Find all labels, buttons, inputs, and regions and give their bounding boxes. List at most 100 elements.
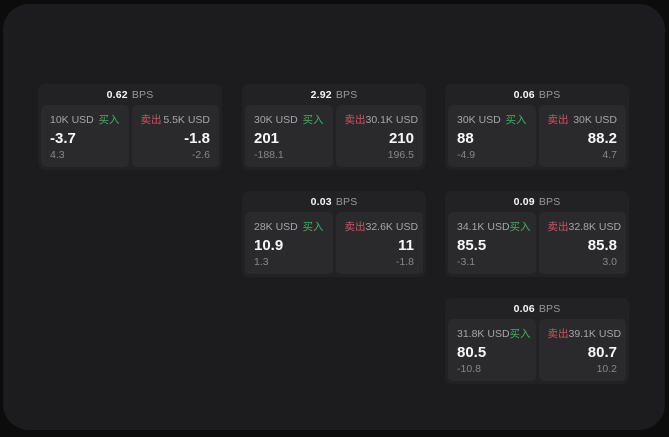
sell-side-label: 卖出 (547, 114, 569, 126)
buy-side-label: 买入 (505, 114, 527, 126)
sell-delta: 4.7 (602, 149, 617, 161)
quote-card: 0.06 BPS 31.8K USD 买入 80.5 -10.8 卖出 39.1… (445, 298, 629, 384)
sell-panel[interactable]: 卖出 30.1K USD 210 196.5 (335, 105, 423, 167)
sell-amount: 30K USD (573, 113, 617, 126)
buy-price: 88 (457, 129, 474, 147)
bps-unit-label: BPS (335, 195, 358, 208)
buy-amount: 10K USD (50, 113, 94, 126)
buy-delta: -4.9 (457, 149, 476, 161)
buy-side-label: 买入 (302, 221, 324, 233)
sell-panel-top-row: 卖出 32.8K USD (547, 219, 622, 234)
buy-delta: -3.1 (457, 256, 476, 268)
sell-price: -1.8 (184, 129, 210, 147)
quote-panels: 10K USD 买入 -3.7 4.3 卖出 5.5K USD -1.8 -2.… (41, 105, 219, 167)
buy-price: 85.5 (457, 236, 487, 254)
buy-amount: 30K USD (457, 113, 501, 126)
bps-unit-label: BPS (538, 88, 561, 101)
sell-delta: -1.8 (395, 256, 414, 268)
trading-quotes-page: 0.62 BPS 10K USD 买入 -3.7 4.3 卖出 5.5K USD… (3, 4, 665, 430)
quote-panels: 30K USD 买入 88 -4.9 卖出 30K USD 88.2 4.7 (448, 105, 626, 167)
quote-card: 0.06 BPS 30K USD 买入 88 -4.9 卖出 30K USD 8… (445, 84, 629, 170)
spread-header: 0.62 BPS (38, 84, 222, 105)
spread-value: 0.03 (310, 195, 332, 208)
quote-panels: 30K USD 买入 201 -188.1 卖出 30.1K USD 210 1… (245, 105, 423, 167)
buy-panel[interactable]: 34.1K USD 买入 85.5 -3.1 (448, 212, 536, 274)
sell-panel-top-row: 卖出 39.1K USD (547, 326, 622, 341)
spread-header: 0.06 BPS (445, 298, 629, 319)
sell-panel[interactable]: 卖出 32.6K USD 11 -1.8 (335, 212, 423, 274)
buy-panel[interactable]: 30K USD 买入 201 -188.1 (245, 105, 333, 167)
sell-side-label: 卖出 (547, 328, 569, 340)
bps-unit-label: BPS (538, 195, 561, 208)
sell-panel-top-row: 卖出 32.6K USD (344, 219, 419, 234)
quote-panels: 28K USD 买入 10.9 1.3 卖出 32.6K USD 11 -1.8 (245, 212, 423, 274)
buy-delta: -188.1 (254, 149, 284, 161)
sell-panel[interactable]: 卖出 39.1K USD 80.7 10.2 (538, 319, 626, 381)
buy-price: 80.5 (457, 343, 487, 361)
sell-side-label: 卖出 (344, 114, 366, 126)
buy-delta: -10.8 (457, 363, 481, 375)
sell-panel[interactable]: 卖出 5.5K USD -1.8 -2.6 (131, 105, 219, 167)
quote-card: 0.03 BPS 28K USD 买入 10.9 1.3 卖出 32.6K US… (242, 191, 426, 277)
sell-delta: -2.6 (191, 149, 210, 161)
buy-price: 201 (254, 129, 280, 147)
buy-panel[interactable]: 10K USD 买入 -3.7 4.3 (41, 105, 129, 167)
sell-panel-top-row: 卖出 30K USD (548, 112, 618, 127)
sell-price: 85.8 (587, 236, 617, 254)
quote-panels: 34.1K USD 买入 85.5 -3.1 卖出 32.8K USD 85.8… (448, 212, 626, 274)
buy-panel[interactable]: 30K USD 买入 88 -4.9 (448, 105, 536, 167)
spread-value: 0.09 (513, 195, 535, 208)
bps-unit-label: BPS (131, 88, 154, 101)
sell-side-label: 卖出 (344, 221, 366, 233)
buy-amount: 34.1K USD (457, 220, 510, 233)
buy-amount: 31.8K USD (457, 327, 510, 340)
bps-unit-label: BPS (538, 302, 561, 315)
buy-panel[interactable]: 28K USD 买入 10.9 1.3 (245, 212, 333, 274)
spread-value: 0.06 (513, 302, 535, 315)
spread-header: 2.92 BPS (242, 84, 426, 105)
buy-price: -3.7 (50, 129, 76, 147)
buy-side-label: 买入 (509, 328, 531, 340)
sell-side-label: 卖出 (547, 221, 569, 233)
buy-price: 10.9 (254, 236, 284, 254)
sell-price: 88.2 (587, 129, 617, 147)
spread-header: 0.09 BPS (445, 191, 629, 212)
sell-side-label: 卖出 (140, 114, 162, 126)
buy-panel[interactable]: 31.8K USD 买入 80.5 -10.8 (448, 319, 536, 381)
sell-delta: 10.2 (596, 363, 617, 375)
buy-side-label: 买入 (302, 114, 324, 126)
sell-panel[interactable]: 卖出 30K USD 88.2 4.7 (538, 105, 626, 167)
spread-header: 0.06 BPS (445, 84, 629, 105)
buy-delta: 4.3 (50, 149, 65, 161)
sell-amount: 30.1K USD (365, 113, 419, 126)
sell-delta: 196.5 (387, 149, 414, 161)
sell-panel-top-row: 卖出 5.5K USD (141, 112, 211, 127)
buy-delta: 1.3 (254, 256, 269, 268)
sell-amount: 5.5K USD (163, 113, 210, 126)
spread-header: 0.03 BPS (242, 191, 426, 212)
buy-amount: 28K USD (254, 220, 298, 233)
buy-panel-top-row: 10K USD 买入 (50, 112, 120, 127)
quote-card: 0.09 BPS 34.1K USD 买入 85.5 -3.1 卖出 32.8K… (445, 191, 629, 277)
sell-amount: 32.8K USD (568, 220, 622, 233)
buy-amount: 30K USD (254, 113, 298, 126)
quote-panels: 31.8K USD 买入 80.5 -10.8 卖出 39.1K USD 80.… (448, 319, 626, 381)
spread-value: 0.06 (513, 88, 535, 101)
sell-amount: 32.6K USD (365, 220, 419, 233)
sell-delta: 3.0 (602, 256, 617, 268)
buy-side-label: 买入 (509, 221, 531, 233)
buy-side-label: 买入 (98, 114, 120, 126)
quote-card: 0.62 BPS 10K USD 买入 -3.7 4.3 卖出 5.5K USD… (38, 84, 222, 170)
buy-panel-top-row: 30K USD 买入 (254, 112, 324, 127)
sell-amount: 39.1K USD (568, 327, 622, 340)
sell-panel-top-row: 卖出 30.1K USD (344, 112, 419, 127)
buy-panel-top-row: 30K USD 买入 (457, 112, 527, 127)
sell-panel[interactable]: 卖出 32.8K USD 85.8 3.0 (538, 212, 626, 274)
buy-panel-top-row: 34.1K USD 买入 (457, 219, 531, 234)
sell-price: 80.7 (587, 343, 617, 361)
bps-unit-label: BPS (335, 88, 358, 101)
quote-card: 2.92 BPS 30K USD 买入 201 -188.1 卖出 30.1K … (242, 84, 426, 170)
buy-panel-top-row: 31.8K USD 买入 (457, 326, 531, 341)
sell-price: 11 (398, 236, 414, 254)
buy-panel-top-row: 28K USD 买入 (254, 219, 324, 234)
